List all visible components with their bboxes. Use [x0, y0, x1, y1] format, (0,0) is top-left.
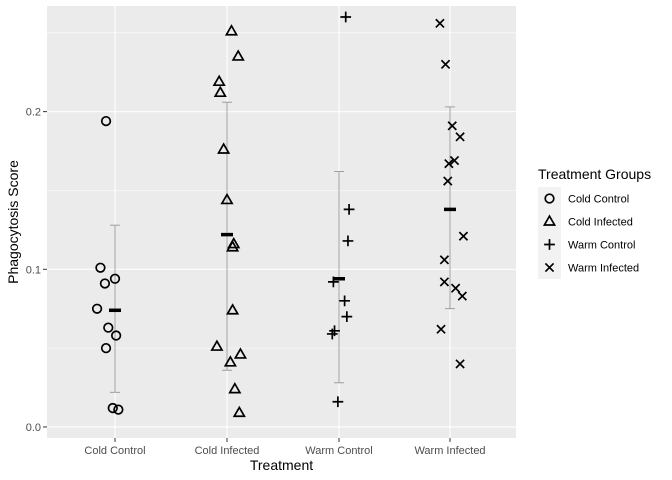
legend-item: Cold Infected — [538, 210, 633, 233]
legend-key — [538, 210, 561, 233]
x-tick-label: Cold Control — [84, 445, 145, 457]
legend-symbol — [544, 262, 555, 273]
data-point — [450, 283, 461, 293]
data-point — [455, 132, 465, 142]
legend-item: Warm Infected — [538, 256, 639, 279]
data-point — [233, 347, 248, 359]
legend: Treatment Groups Cold Control Cold Infect… — [538, 166, 651, 279]
legend-key — [538, 187, 561, 210]
legend-label: Cold Infected — [568, 217, 633, 229]
y-axis-title: Phagocytosis Score — [5, 160, 21, 284]
data-point — [109, 273, 121, 284]
data-point — [220, 192, 234, 205]
data-point — [457, 291, 468, 301]
data-point — [99, 278, 111, 289]
data-point — [455, 359, 465, 369]
data-point — [113, 404, 124, 415]
legend-label: Warm Control — [568, 240, 635, 252]
legend-symbol — [542, 214, 557, 226]
legend-label: Warm Infected — [568, 263, 639, 275]
legend-item: Cold Control — [538, 187, 629, 210]
data-point — [107, 402, 118, 414]
data-point — [343, 204, 355, 215]
y-tick-label: 0.0 — [26, 422, 41, 434]
data-point — [226, 303, 240, 315]
data-point — [223, 355, 237, 367]
x-tick-label: Cold Infected — [195, 445, 260, 457]
data-point — [212, 74, 226, 87]
data-point — [100, 342, 112, 354]
data-point — [326, 328, 338, 340]
y-tick-label: 0.2 — [26, 107, 41, 119]
data-point — [440, 59, 451, 70]
legend-label: Cold Control — [568, 194, 629, 206]
data-point — [100, 115, 112, 127]
data-point — [444, 158, 454, 169]
legend-symbol — [544, 193, 555, 204]
mean-markers — [109, 207, 456, 313]
data-point — [458, 231, 469, 241]
x-axis-title: Treatment — [250, 457, 313, 473]
data-points — [91, 11, 469, 418]
y-axis: 0.0 0.1 0.2 — [26, 107, 47, 434]
data-point — [224, 24, 239, 36]
data-point — [449, 155, 460, 166]
data-point — [447, 121, 457, 131]
data-point — [231, 49, 245, 61]
data-point — [232, 405, 246, 418]
data-point — [439, 255, 450, 265]
data-point — [439, 277, 450, 287]
plot-panel — [47, 6, 516, 438]
data-point — [339, 295, 350, 307]
data-point — [103, 322, 114, 333]
data-point — [217, 142, 231, 154]
data-point — [110, 330, 122, 341]
data-point — [91, 303, 103, 314]
x-axis: Cold Control Cold Infected Warm Control War… — [84, 438, 486, 457]
data-point — [436, 324, 446, 334]
data-point — [213, 85, 227, 98]
data-point — [228, 382, 242, 394]
legend-item: Warm Control — [538, 233, 635, 256]
legend-symbol — [544, 239, 555, 250]
legend-title: Treatment Groups — [538, 166, 651, 182]
x-tick-label: Warm Infected — [414, 445, 485, 457]
data-point — [340, 11, 352, 23]
data-point — [341, 311, 353, 322]
data-point — [95, 262, 106, 273]
data-point — [435, 18, 445, 29]
data-point — [226, 240, 240, 252]
y-tick-label: 0.1 — [26, 264, 41, 276]
x-tick-label: Warm Control — [305, 445, 372, 457]
data-point — [443, 176, 453, 186]
data-point — [332, 396, 344, 408]
data-point — [210, 339, 224, 351]
data-point — [342, 235, 354, 247]
